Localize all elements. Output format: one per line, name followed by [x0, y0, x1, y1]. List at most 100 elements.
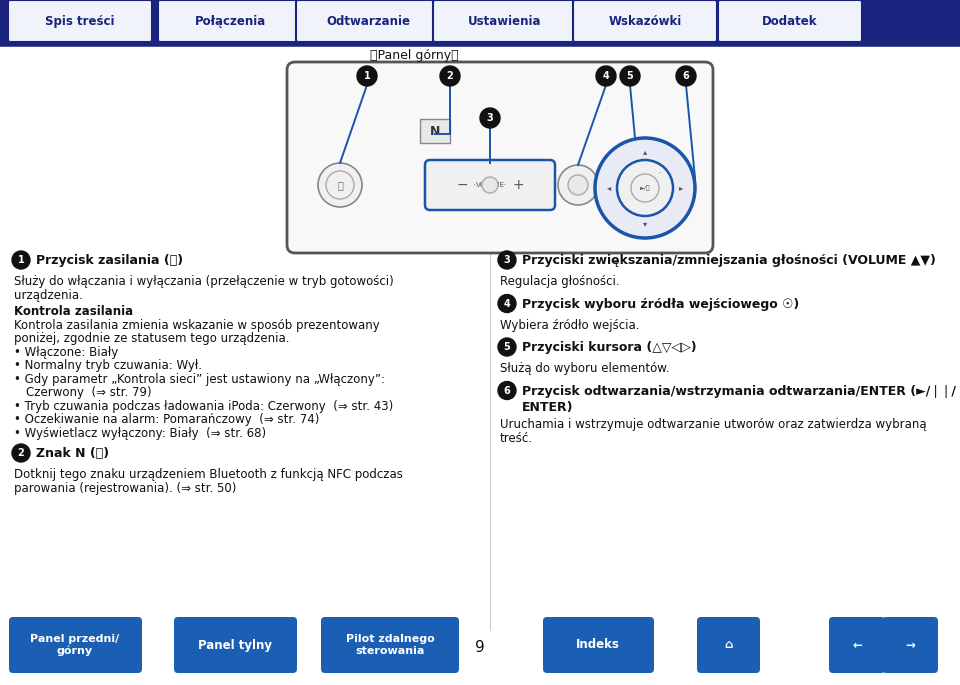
FancyBboxPatch shape [433, 0, 577, 42]
Text: ⏻: ⏻ [337, 180, 343, 190]
Text: 2: 2 [17, 448, 24, 458]
FancyBboxPatch shape [425, 160, 555, 210]
Text: 3: 3 [487, 113, 493, 123]
Text: 4: 4 [603, 71, 610, 81]
FancyBboxPatch shape [882, 617, 938, 673]
FancyBboxPatch shape [829, 617, 885, 673]
FancyBboxPatch shape [321, 617, 459, 673]
Text: 5: 5 [504, 342, 511, 352]
Text: −: − [456, 178, 468, 192]
FancyBboxPatch shape [718, 0, 862, 42]
Circle shape [595, 138, 695, 238]
Text: 1: 1 [17, 255, 24, 265]
FancyBboxPatch shape [8, 0, 152, 42]
Circle shape [631, 174, 659, 202]
Text: ▾: ▾ [643, 219, 647, 229]
Text: Pilot zdalnego
sterowania: Pilot zdalnego sterowania [346, 634, 434, 656]
Text: Czerwony  (⇒ str. 79): Czerwony (⇒ str. 79) [26, 386, 152, 399]
Text: Służą do wyboru elementów.: Służą do wyboru elementów. [500, 362, 669, 375]
Text: ▸: ▸ [679, 184, 684, 192]
Text: • Włączone: Biały: • Włączone: Biały [14, 345, 118, 358]
FancyBboxPatch shape [174, 617, 297, 673]
Text: • Normalny tryb czuwania: Wył.: • Normalny tryb czuwania: Wył. [14, 359, 202, 372]
Text: Przycisk wyboru źródła wejściowego ☉): Przycisk wyboru źródła wejściowego ☉) [522, 297, 800, 310]
Text: VOLUME: VOLUME [475, 182, 505, 188]
Text: Dotknij tego znaku urządzeniem Bluetooth z funkcją NFC podczas: Dotknij tego znaku urządzeniem Bluetooth… [14, 468, 403, 481]
FancyBboxPatch shape [697, 617, 760, 673]
Text: Spis treści: Spis treści [45, 14, 115, 27]
Text: ·: · [503, 180, 507, 190]
Text: 5: 5 [627, 71, 634, 81]
Text: • Oczekiwanie na alarm: Pomarańczowy  (⇒ str. 74): • Oczekiwanie na alarm: Pomarańczowy (⇒ … [14, 413, 320, 426]
Circle shape [617, 160, 673, 216]
Circle shape [620, 66, 640, 86]
Text: 6: 6 [683, 71, 689, 81]
Circle shape [480, 108, 500, 128]
Text: Przycisk zasilania (⏻): Przycisk zasilania (⏻) [36, 254, 183, 267]
FancyBboxPatch shape [9, 617, 142, 673]
Text: →: → [905, 638, 915, 651]
Text: Kontrola zasilania zmienia wskazanie w sposób prezentowany: Kontrola zasilania zmienia wskazanie w s… [14, 319, 380, 332]
Text: 3: 3 [504, 255, 511, 265]
Text: 6: 6 [504, 386, 511, 395]
Text: Połączenia: Połączenia [194, 14, 266, 27]
Text: Kontrola zasilania: Kontrola zasilania [14, 305, 133, 318]
Circle shape [326, 171, 354, 199]
Text: 4: 4 [504, 299, 511, 308]
Circle shape [568, 175, 588, 195]
FancyBboxPatch shape [158, 0, 302, 42]
Text: 【Panel górny】: 【Panel górny】 [370, 49, 459, 62]
Text: N: N [430, 125, 441, 138]
FancyBboxPatch shape [543, 617, 654, 673]
FancyBboxPatch shape [296, 0, 440, 42]
Text: treść.: treść. [500, 432, 533, 445]
Circle shape [498, 295, 516, 312]
Circle shape [498, 251, 516, 269]
Text: +: + [513, 178, 524, 192]
Text: Wskazówki: Wskazówki [609, 14, 682, 27]
Text: Regulacja głośności.: Regulacja głośności. [500, 275, 619, 288]
Text: Uruchamia i wstrzymuje odtwarzanie utworów oraz zatwierdza wybraną: Uruchamia i wstrzymuje odtwarzanie utwor… [500, 418, 926, 431]
Text: urządzenia.: urządzenia. [14, 288, 83, 301]
Circle shape [12, 444, 30, 462]
Text: • Gdy parametr „Kontrola sieci” jest ustawiony na „Włączony”:: • Gdy parametr „Kontrola sieci” jest ust… [14, 373, 385, 386]
Circle shape [498, 382, 516, 399]
Circle shape [596, 66, 616, 86]
Circle shape [357, 66, 377, 86]
Text: Panel przedni/
górny: Panel przedni/ górny [31, 634, 120, 656]
Text: ·: · [659, 168, 661, 178]
Circle shape [12, 251, 30, 269]
FancyBboxPatch shape [420, 119, 450, 143]
Circle shape [676, 66, 696, 86]
Circle shape [558, 165, 598, 205]
Circle shape [498, 338, 516, 356]
Circle shape [482, 177, 498, 193]
Text: 1: 1 [364, 71, 371, 81]
Text: 2: 2 [446, 71, 453, 81]
Text: 9: 9 [475, 640, 485, 656]
Text: Wybiera źródło wejścia.: Wybiera źródło wejścia. [500, 319, 639, 332]
Text: poniżej, zgodnie ze statusem tego urządzenia.: poniżej, zgodnie ze statusem tego urządz… [14, 332, 290, 345]
Text: Przycisk odtwarzania/wstrzymania odtwarzania/ENTER (►/❘❘/: Przycisk odtwarzania/wstrzymania odtwarz… [522, 384, 956, 397]
Text: Dodatek: Dodatek [762, 14, 818, 27]
Text: Odtwarzanie: Odtwarzanie [326, 14, 410, 27]
Text: ⌂: ⌂ [724, 638, 732, 651]
Text: Panel tylny: Panel tylny [198, 638, 272, 651]
Text: Ustawienia: Ustawienia [468, 14, 541, 27]
Text: ENTER): ENTER) [522, 401, 573, 414]
Text: ▴: ▴ [643, 147, 647, 156]
Circle shape [440, 66, 460, 86]
Text: Służy do włączania i wyłączania (przełączenie w tryb gotowości): Służy do włączania i wyłączania (przełąc… [14, 275, 394, 288]
FancyBboxPatch shape [287, 62, 713, 253]
Text: ►/⏸: ►/⏸ [639, 185, 650, 191]
Text: ·: · [473, 180, 477, 190]
FancyBboxPatch shape [573, 0, 717, 42]
Text: Przyciski kursora (△▽◁▷): Przyciski kursora (△▽◁▷) [522, 341, 697, 354]
Circle shape [318, 163, 362, 207]
Text: Znak N (Ⓝ): Znak N (Ⓝ) [36, 447, 109, 460]
FancyBboxPatch shape [0, 0, 960, 44]
Text: ←: ← [852, 638, 862, 651]
Text: ◂: ◂ [607, 184, 612, 192]
Text: • Tryb czuwania podczas ładowania iPoda: Czerwony  (⇒ str. 43): • Tryb czuwania podczas ładowania iPoda:… [14, 399, 394, 412]
Text: Indeks: Indeks [576, 638, 620, 651]
